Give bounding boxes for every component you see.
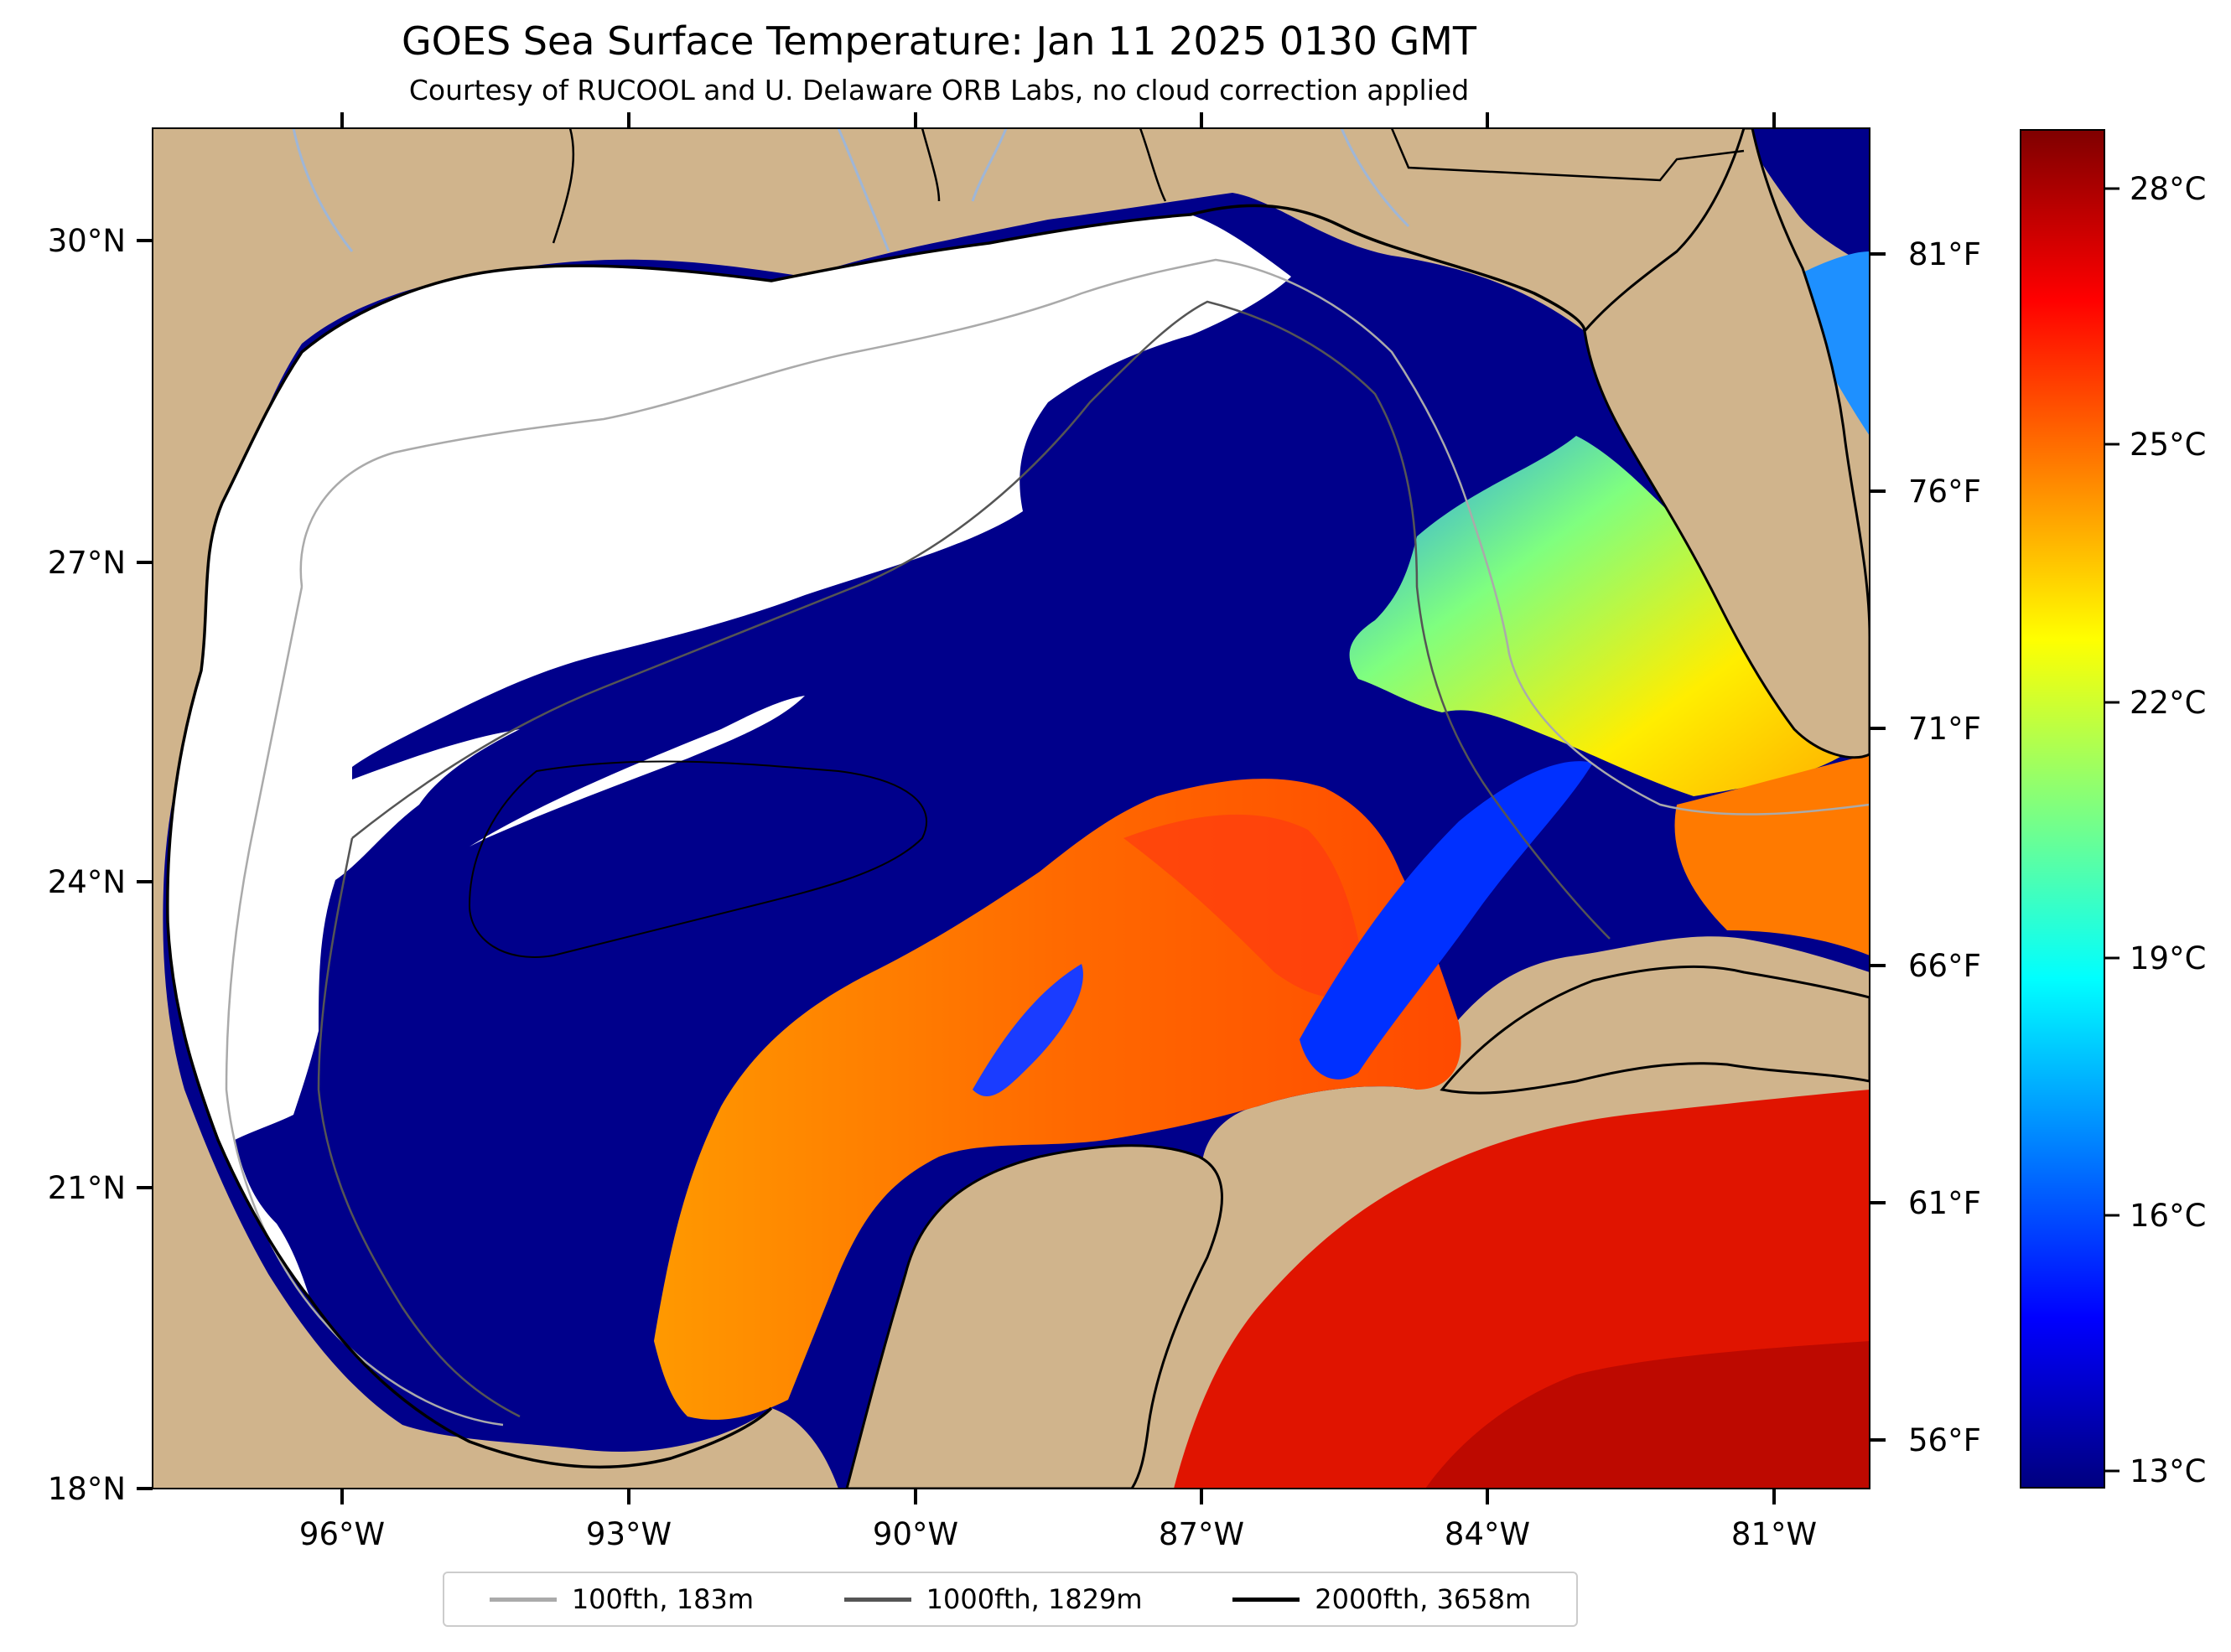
yucatan-land (845, 1144, 1223, 1489)
map-subtitle: Courtesy of RUCOOL and U. Delaware ORB L… (408, 74, 1470, 106)
lat-axis: 30°N 27°N 24°N 21°N 18°N (48, 223, 153, 1507)
lon-label: 87°W (1159, 1516, 1244, 1552)
colorbar-label: 13°C (2130, 1453, 2206, 1489)
fahrenheit-label: 56°F (1908, 1422, 1981, 1458)
lat-label: 21°N (48, 1170, 126, 1206)
legend-label: 100fth, 183m (571, 1583, 755, 1615)
florida-land (1583, 128, 1870, 759)
fahrenheit-label: 76°F (1908, 474, 1981, 510)
lon-label: 96°W (299, 1516, 385, 1552)
contour-1000fth (351, 300, 1611, 940)
map-area (153, 128, 1870, 1489)
warm-streak-red (1123, 814, 1367, 998)
legend-item-2000fth: 2000fth, 3658m (1232, 1583, 1531, 1615)
legend-swatch (1232, 1597, 1300, 1602)
legend-item-100fth: 100fth, 183m (489, 1583, 755, 1615)
contour-1000fth-south (317, 837, 521, 1418)
cool-streak (973, 964, 1083, 1097)
colorbar-label: 19°C (2130, 940, 2206, 976)
lon-label: 93°W (586, 1516, 672, 1552)
lat-label: 30°N (48, 223, 126, 259)
lon-label: 81°W (1731, 1516, 1817, 1552)
lat-label: 24°N (48, 864, 126, 900)
fahrenheit-axis: 81°F 76°F 71°F 66°F 61°F 56°F (1870, 236, 1981, 1458)
lat-label: 18°N (48, 1471, 126, 1507)
colorbar-label: 22°C (2130, 685, 2206, 721)
lon-label: 84°W (1445, 1516, 1530, 1552)
lat-label: 27°N (48, 545, 126, 581)
colorbar-label: 28°C (2130, 171, 2206, 207)
colorbar: 28°C 25°C 22°C 19°C 16°C 13°C (2020, 129, 2206, 1489)
coastline (166, 204, 1586, 1469)
contour-100fth-west (225, 586, 504, 1427)
fahrenheit-label: 81°F (1908, 236, 1981, 272)
caribbean-hot-water (1425, 1341, 1870, 1489)
legend-label: 2000fth, 3658m (1315, 1583, 1532, 1615)
straits-warm-water (1674, 754, 1870, 955)
cool-streak (1300, 761, 1593, 1080)
state-border (552, 128, 1745, 244)
legend-label: 1000fth, 1829m (926, 1583, 1143, 1615)
florida-east-water (1744, 128, 1870, 268)
river (292, 128, 1410, 252)
legend-swatch (489, 1597, 557, 1602)
contour-legend: 100fth, 183m 1000fth, 1829m 2000fth, 365… (443, 1572, 1578, 1627)
colorbar-gradient (2020, 129, 2105, 1489)
fahrenheit-label: 71°F (1908, 711, 1981, 747)
fahrenheit-label: 66°F (1908, 948, 1981, 984)
lon-label: 90°W (873, 1516, 958, 1552)
cloud-streak (470, 696, 805, 847)
map-frame (152, 127, 1870, 1489)
legend-swatch (843, 1597, 911, 1602)
legend-item-1000fth: 1000fth, 1829m (843, 1583, 1143, 1615)
contour-2000fth (468, 760, 927, 958)
lon-axis: 96°W 93°W 90°W 87°W 84°W 81°W (299, 112, 1817, 1552)
florida-shelf-water (1349, 436, 1844, 796)
colorbar-label: 25°C (2130, 427, 2206, 463)
contour-100fth (299, 258, 1870, 816)
map-title: GOES Sea Surface Temperature: Jan 11 202… (402, 18, 1476, 64)
fahrenheit-label: 61°F (1908, 1185, 1981, 1221)
colorbar-label: 16°C (2130, 1198, 2206, 1234)
